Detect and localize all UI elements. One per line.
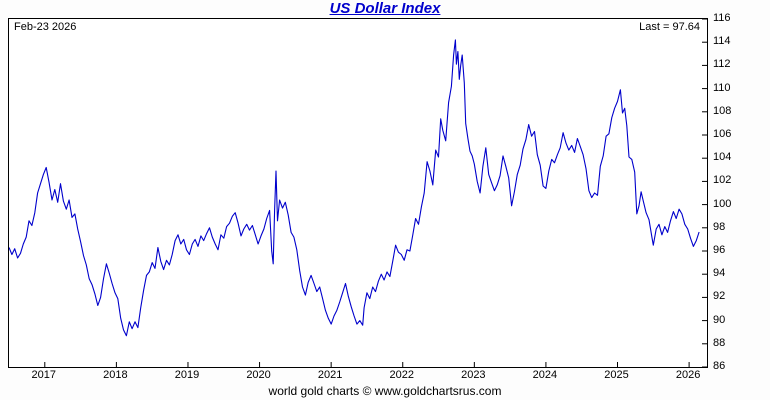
x-axis-tick-label: 2024 bbox=[532, 369, 558, 381]
plot-area bbox=[8, 18, 708, 368]
y-axis-tick-label: 96 bbox=[713, 244, 726, 256]
y-axis-tick-label: 110 bbox=[713, 81, 731, 94]
x-axis-tick-label: 2018 bbox=[103, 369, 128, 381]
y-axis-tick-label: 100 bbox=[713, 197, 732, 210]
y-axis-tick-label: 116 bbox=[713, 12, 731, 24]
y-axis-tick-label: 94 bbox=[713, 267, 726, 280]
chart-canvas bbox=[9, 19, 707, 367]
y-axis-tick-label: 106 bbox=[713, 128, 732, 140]
x-axis-tick-label: 2025 bbox=[604, 369, 629, 381]
y-axis-tick-label: 92 bbox=[713, 290, 726, 303]
x-axis-tick-label: 2019 bbox=[174, 369, 200, 381]
last-value-annotation: Last = 97.64 bbox=[639, 21, 700, 33]
x-axis-tick-label: 2023 bbox=[461, 369, 486, 381]
y-axis-tick-label: 108 bbox=[713, 104, 732, 117]
source-caption: world gold charts © www.goldchartsrus.co… bbox=[268, 384, 502, 398]
x-axis-tick-label: 2017 bbox=[31, 369, 57, 381]
chart-title: US Dollar Index bbox=[329, 0, 441, 17]
y-axis-tick-label: 112 bbox=[713, 58, 731, 71]
x-axis-tick-label: 2026 bbox=[675, 369, 701, 381]
y-axis-tick-label: 98 bbox=[713, 220, 726, 233]
y-axis-tick-label: 86 bbox=[713, 360, 726, 372]
x-axis-tick-label: 2020 bbox=[246, 369, 271, 381]
y-axis-tick-label: 114 bbox=[713, 35, 731, 48]
price-line bbox=[9, 39, 700, 337]
x-axis-tick-label: 2022 bbox=[389, 369, 414, 381]
y-axis-tick-label: 90 bbox=[713, 313, 726, 326]
date-annotation: Feb-23 2026 bbox=[14, 21, 77, 33]
y-axis-tick-label: 104 bbox=[713, 151, 732, 164]
x-axis-tick-label: 2021 bbox=[317, 369, 343, 381]
y-axis-tick-label: 88 bbox=[713, 336, 726, 349]
y-axis-tick-label: 102 bbox=[713, 174, 732, 187]
